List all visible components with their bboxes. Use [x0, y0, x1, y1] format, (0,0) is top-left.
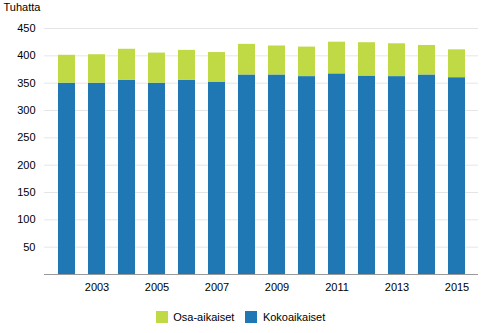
html-text:Osa-aikaiset: Osa-aikaiset: [173, 310, 235, 323]
svg-text:400: 400: [17, 49, 35, 61]
svg-text:2009: 2009: [265, 281, 289, 293]
svg-text:300: 300: [17, 104, 35, 116]
svg-text:2005: 2005: [145, 281, 169, 293]
svg-text:100: 100: [17, 213, 35, 225]
svg-text:50: 50: [23, 241, 35, 253]
svg-text:200: 200: [17, 159, 35, 171]
svg-text:350: 350: [17, 77, 35, 89]
svg-text:2015: 2015: [445, 281, 469, 293]
html-text:Kokoaikaiset: Kokoaikaiset: [262, 310, 326, 323]
svg-text:250: 250: [17, 131, 35, 143]
svg-text:Tuhatta: Tuhatta: [4, 1, 42, 13]
svg-text:2007: 2007: [205, 281, 229, 293]
svg-text:450: 450: [17, 22, 35, 34]
svg-text:2011: 2011: [325, 281, 349, 293]
svg-text:2013: 2013: [385, 281, 409, 293]
svg-text:2003: 2003: [85, 281, 109, 293]
svg-text:150: 150: [17, 186, 35, 198]
